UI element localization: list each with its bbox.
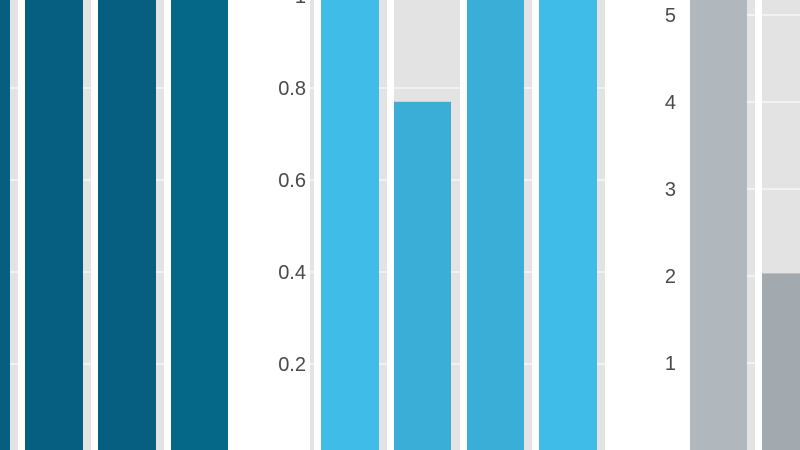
bar-gutter xyxy=(164,0,171,450)
y-tick-label: 3 xyxy=(665,179,676,201)
y-tick-label: 1 xyxy=(295,0,306,8)
bar-gutter xyxy=(532,0,539,450)
bar-gutter xyxy=(91,0,98,450)
chart-panel-2: 0.2 0.4 0.6 0.8 1 xyxy=(278,0,605,450)
bar xyxy=(539,0,597,450)
bar xyxy=(394,101,451,450)
bar-gutter xyxy=(755,0,762,450)
bar xyxy=(467,0,524,450)
chart-panel-1 xyxy=(0,0,228,450)
bar xyxy=(321,0,379,450)
bar-gutter xyxy=(387,0,394,450)
bar-gutter xyxy=(314,0,321,450)
y-tick-label: 0.6 xyxy=(278,170,306,192)
bar xyxy=(171,0,228,450)
y-tick-label: 2 xyxy=(665,266,676,288)
y-tick-label: 5 xyxy=(665,5,676,27)
bar-gutter xyxy=(683,0,690,450)
bar xyxy=(0,0,10,450)
bar xyxy=(690,0,747,450)
bar-gutter xyxy=(460,0,467,450)
chart-panel-3: 1 2 3 4 5 xyxy=(665,0,800,450)
bar-gutter xyxy=(18,0,25,450)
y-tick-label: 0.8 xyxy=(278,78,306,100)
bar xyxy=(762,273,800,450)
bar xyxy=(25,0,83,450)
y-tick-label: 1 xyxy=(665,353,676,375)
y-tick-label: 4 xyxy=(665,92,676,114)
bar xyxy=(98,0,156,450)
y-tick-label: 0.2 xyxy=(278,354,306,376)
y-tick-label: 0.4 xyxy=(278,262,306,284)
